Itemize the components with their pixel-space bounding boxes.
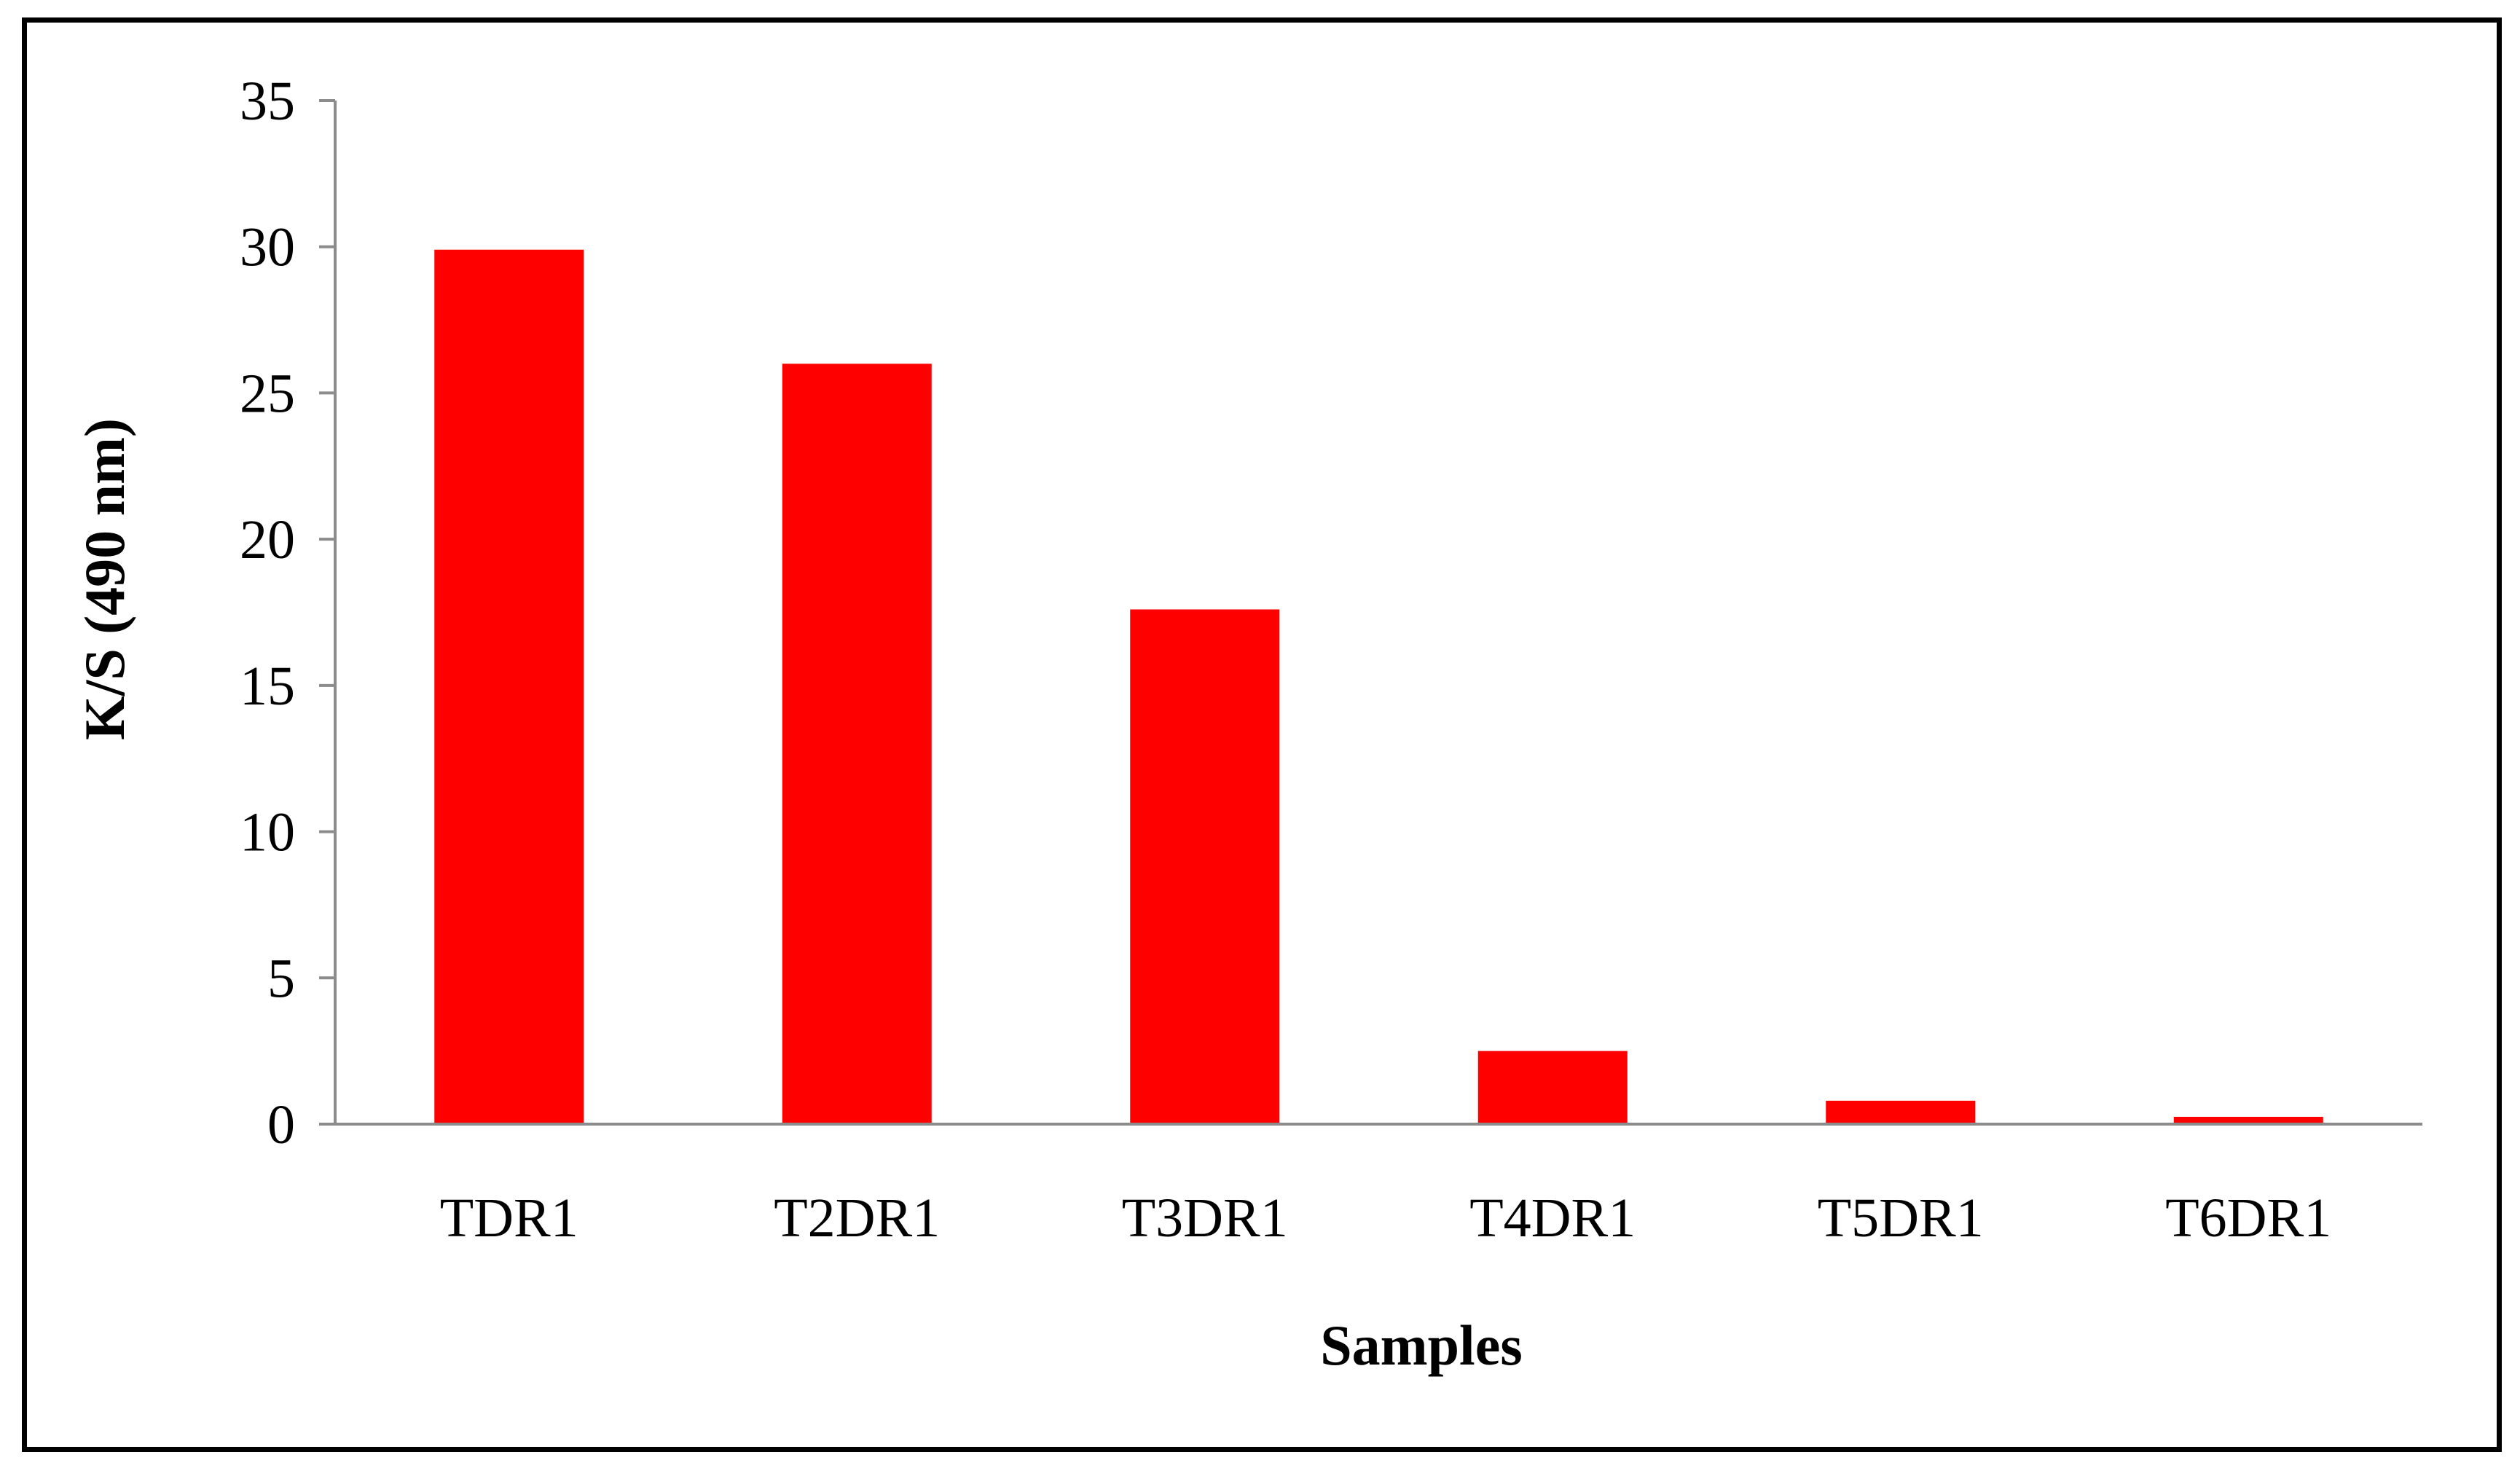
- bar-t3dr1: [1130, 609, 1280, 1124]
- y-tick-label: 5: [267, 948, 295, 1009]
- y-axis-title: K/S (490 nm): [73, 418, 136, 740]
- bar-t2dr1: [782, 364, 932, 1125]
- x-tick-label: T3DR1: [1122, 1188, 1288, 1249]
- y-tick-label: 20: [240, 509, 295, 570]
- bar-tdr1: [434, 249, 584, 1125]
- x-tick-label: TDR1: [440, 1188, 578, 1249]
- y-tick-label: 0: [267, 1094, 295, 1155]
- y-tick-label: 35: [240, 71, 295, 132]
- axes-layer: [319, 99, 2422, 1126]
- bar-t5dr1: [1826, 1100, 1976, 1124]
- labels-layer: TDR1 T2DR1 T3DR1 T4DR1 T5DR1 T6DR1 0 5 10 15 20 25 3…: [240, 71, 2331, 1249]
- bars-layer: [434, 249, 2323, 1125]
- y-tick-label: 25: [240, 363, 295, 424]
- y-tick-label: 30: [240, 217, 295, 278]
- x-axis-title: Samples: [1320, 1314, 1522, 1377]
- y-tick-label: 15: [240, 656, 295, 717]
- bar-t6dr1: [2173, 1116, 2323, 1124]
- bar-t4dr1: [1477, 1051, 1628, 1124]
- x-tick-label: T2DR1: [774, 1188, 940, 1249]
- x-tick-label: T6DR1: [2165, 1188, 2331, 1249]
- x-tick-label: T5DR1: [1818, 1188, 1984, 1249]
- y-tick-label: 10: [240, 802, 295, 863]
- x-tick-label: T4DR1: [1469, 1188, 1636, 1249]
